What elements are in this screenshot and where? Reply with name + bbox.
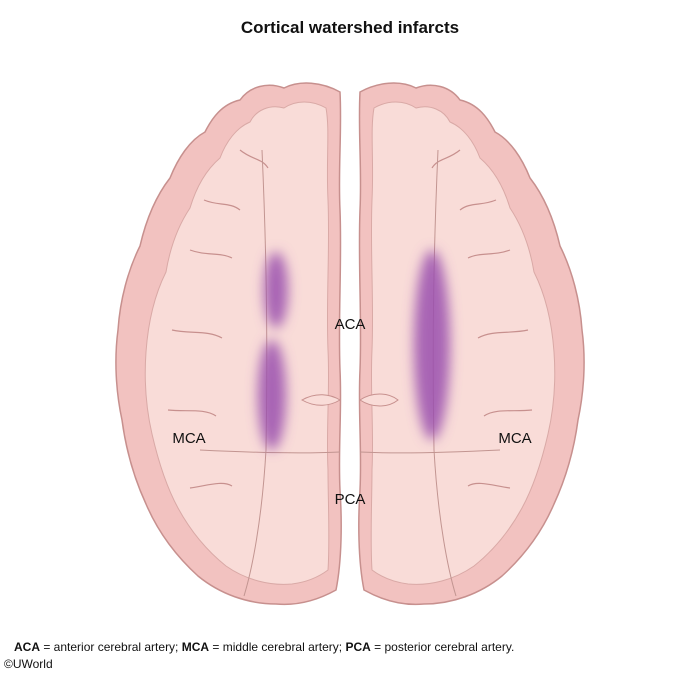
midline-indentation [300, 393, 399, 407]
infarct-zones [258, 250, 450, 450]
legend-abbr-aca: ACA [14, 640, 40, 654]
figure-title: Cortical watershed infarcts [240, 18, 460, 37]
legend-abbr-mca: MCA [181, 640, 210, 654]
legend-def-mca: = middle cerebral artery; [209, 640, 346, 654]
right-hemisphere-white-matter [370, 101, 556, 585]
legend-abbr-pca: PCA [345, 640, 371, 654]
left-hemisphere [115, 82, 342, 606]
label-mca-left: MCA [172, 430, 205, 447]
right-infarct [414, 250, 450, 440]
label-mca-right: MCA [498, 430, 531, 447]
legend-def-aca: = anterior cerebral artery; [40, 640, 182, 654]
copyright-notice: ©UWorld [4, 657, 53, 671]
abbreviation-legend: ACA = anterior cerebral artery; MCA = mi… [14, 640, 514, 654]
left-anterior-infarct [264, 252, 288, 328]
aca-pca-boundary-line [199, 449, 501, 454]
right-hemisphere [358, 82, 585, 606]
left-posterior-infarct [258, 340, 286, 450]
legend-def-pca: = posterior cerebral artery. [370, 640, 515, 654]
left-hemisphere-white-matter [144, 101, 330, 585]
label-aca: ACA [335, 316, 366, 333]
label-pca: PCA [335, 491, 366, 508]
